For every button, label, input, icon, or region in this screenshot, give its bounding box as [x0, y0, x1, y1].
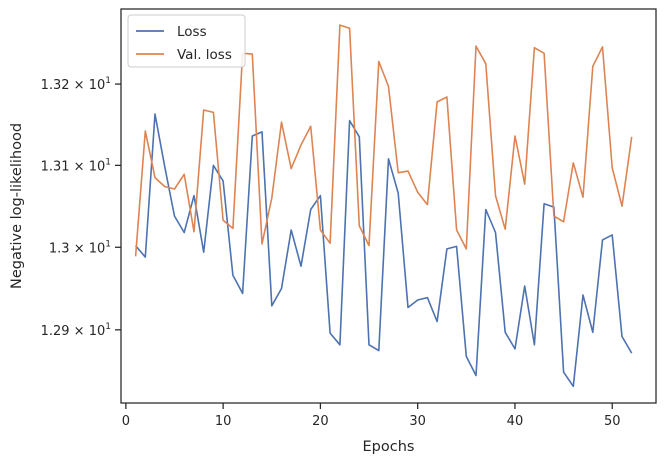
x-tick-label: 40	[507, 414, 524, 429]
x-tick-label: 10	[215, 414, 232, 429]
x-tick-label: 20	[312, 414, 329, 429]
series-line-val-loss	[134, 24, 633, 257]
plot-area	[120, 8, 657, 404]
legend: Loss Val. loss	[127, 14, 246, 68]
x-tick-label: 0	[122, 414, 130, 429]
legend-entry: Loss	[177, 24, 207, 40]
x-tick-label: 30	[409, 414, 426, 429]
y-tick-label: 1.3 × 101	[49, 239, 111, 256]
y-tick-label: 1.32 × 101	[41, 76, 111, 93]
y-axis-ticks: 1.29 × 101 1.3 × 101 1.31 × 101 1.32 × 101	[41, 76, 121, 339]
series-layer	[134, 24, 633, 388]
x-tick-label: 50	[604, 414, 621, 429]
plot-frame	[120, 8, 657, 404]
y-tick-label: 1.31 × 101	[41, 157, 111, 174]
x-axis-label: Epochs	[363, 439, 415, 455]
x-axis-ticks: 0 10 20 30 40 50	[122, 403, 621, 429]
y-axis-label: Negative log-likelihood	[9, 123, 25, 289]
legend-entry: Val. loss	[177, 47, 232, 63]
y-tick-label: 1.29 × 101	[41, 322, 111, 339]
series-line-loss	[134, 113, 633, 388]
